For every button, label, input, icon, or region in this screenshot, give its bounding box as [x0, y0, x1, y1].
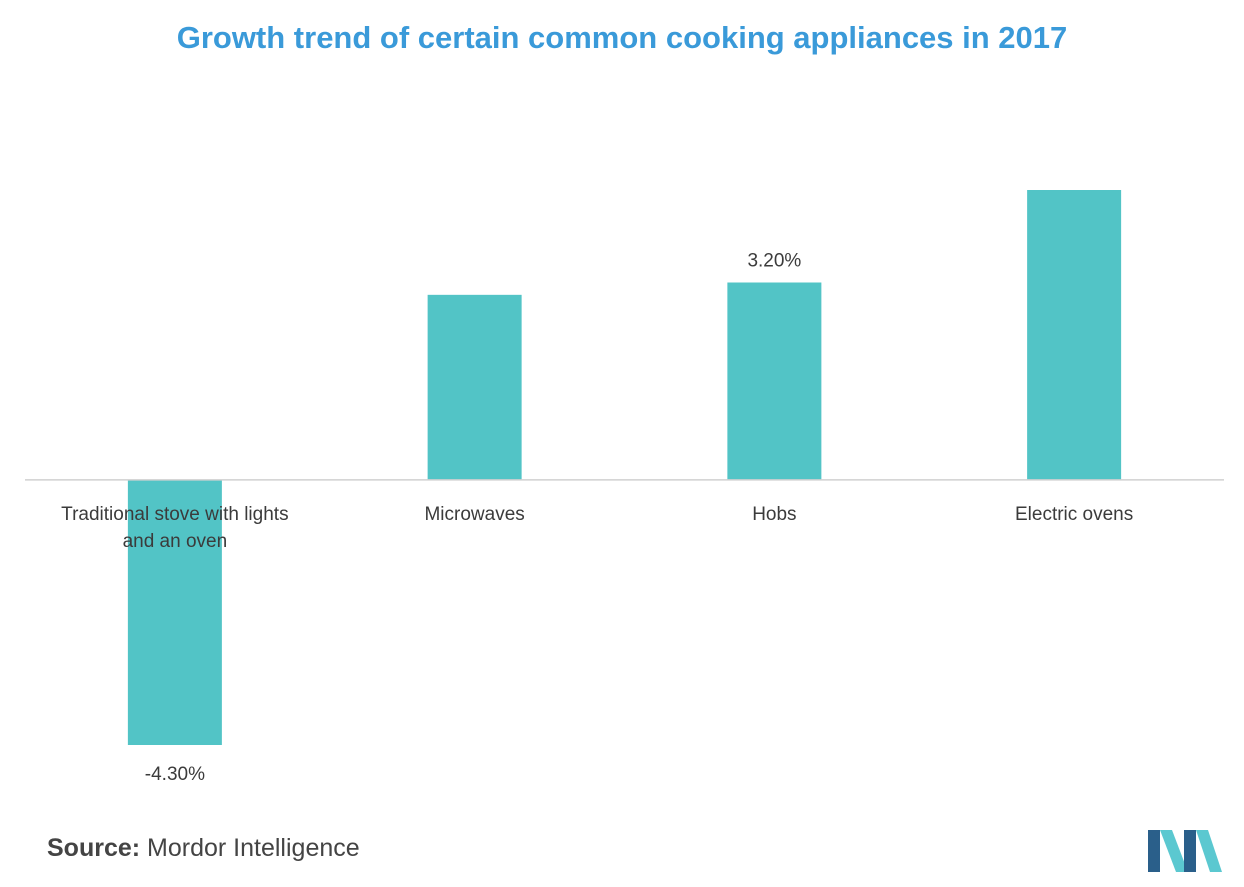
source-label: Source:: [47, 834, 141, 862]
logo-mid-stripe: [1184, 830, 1196, 872]
bar-3: [1027, 190, 1122, 480]
category-label-line: Microwaves: [424, 504, 524, 525]
logo-left-diagonal: [1160, 830, 1188, 872]
chart-title: Growth trend of certain common cooking a…: [176, 20, 1068, 55]
category-label-line: Electric ovens: [1015, 504, 1133, 525]
logo-left-stripe: [1148, 830, 1160, 872]
category-label-0: Traditional stove with lights and an oven: [61, 504, 288, 552]
category-label-line: Hobs: [752, 504, 796, 525]
logo-right-diagonal: [1196, 830, 1222, 872]
bar-2: [727, 282, 822, 480]
category-label-3: Electric ovens: [1015, 504, 1133, 525]
data-labels: -4.30% 3.20%: [145, 251, 802, 786]
bar-1: [427, 294, 522, 480]
category-labels: Traditional stove with lights and an oven…: [61, 504, 1133, 552]
source-note: Source: Mordor Intelligence: [47, 834, 360, 863]
mordor-intelligence-logo: [1148, 830, 1222, 872]
category-label-1: Microwaves: [424, 504, 524, 525]
bar-0: [127, 479, 222, 745]
category-label-line: and an oven: [123, 531, 228, 552]
data-label-2: 3.20%: [747, 251, 801, 272]
bar-chart: Traditional stove with lights and an oven…: [25, 190, 1224, 786]
bars-group: [127, 190, 1122, 745]
category-label-2: Hobs: [752, 504, 796, 525]
source-text: Mordor Intelligence: [147, 834, 360, 862]
data-label-0: -4.30%: [145, 764, 205, 785]
category-label-line: Traditional stove with lights: [61, 504, 288, 525]
